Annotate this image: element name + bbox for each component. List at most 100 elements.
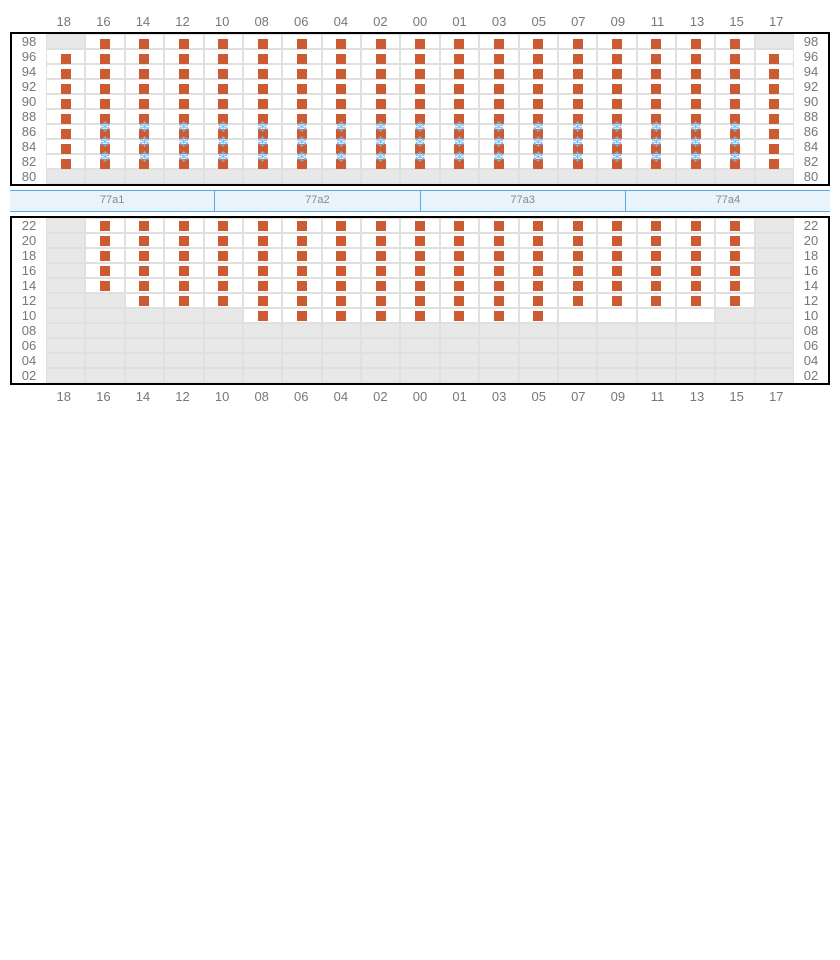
rack-cell[interactable]	[440, 323, 479, 338]
rack-cell[interactable]	[715, 338, 754, 353]
rack-cell[interactable]	[558, 248, 597, 263]
rack-cell[interactable]	[46, 94, 85, 109]
rack-cell[interactable]	[637, 323, 676, 338]
rack-cell[interactable]	[519, 94, 558, 109]
rack-cell[interactable]	[519, 248, 558, 263]
rack-cell[interactable]	[715, 263, 754, 278]
rack-cell[interactable]	[479, 293, 518, 308]
rack-cell[interactable]	[637, 79, 676, 94]
rack-cell[interactable]	[440, 233, 479, 248]
rack-cell[interactable]	[597, 353, 636, 368]
rack-cell[interactable]	[243, 233, 282, 248]
rack-cell[interactable]: ❄	[322, 154, 361, 169]
rack-cell[interactable]	[361, 218, 400, 233]
rack-cell[interactable]	[755, 154, 794, 169]
rack-cell[interactable]	[204, 308, 243, 323]
rack-cell[interactable]	[282, 49, 321, 64]
aisle-segment[interactable]: 77a2	[215, 191, 420, 211]
rack-cell[interactable]	[676, 308, 715, 323]
rack-cell[interactable]	[637, 233, 676, 248]
rack-cell[interactable]	[519, 353, 558, 368]
rack-cell[interactable]	[479, 353, 518, 368]
rack-cell[interactable]	[597, 323, 636, 338]
rack-cell[interactable]	[676, 323, 715, 338]
rack-cell[interactable]	[558, 233, 597, 248]
rack-cell[interactable]	[46, 278, 85, 293]
rack-cell[interactable]	[637, 218, 676, 233]
rack-cell[interactable]	[46, 323, 85, 338]
rack-cell[interactable]	[85, 308, 124, 323]
rack-cell[interactable]	[440, 263, 479, 278]
rack-cell[interactable]	[85, 263, 124, 278]
rack-cell[interactable]	[125, 233, 164, 248]
rack-cell[interactable]	[715, 64, 754, 79]
rack-cell[interactable]	[85, 368, 124, 383]
rack-cell[interactable]	[479, 323, 518, 338]
rack-cell[interactable]	[440, 293, 479, 308]
rack-cell[interactable]	[46, 64, 85, 79]
rack-cell[interactable]	[637, 169, 676, 184]
rack-cell[interactable]	[361, 169, 400, 184]
rack-cell[interactable]	[361, 293, 400, 308]
rack-cell[interactable]	[85, 169, 124, 184]
rack-cell[interactable]	[558, 169, 597, 184]
rack-cell[interactable]	[46, 79, 85, 94]
rack-cell[interactable]	[85, 49, 124, 64]
rack-cell[interactable]	[597, 308, 636, 323]
rack-cell[interactable]	[361, 263, 400, 278]
rack-cell[interactable]	[164, 94, 203, 109]
rack-cell[interactable]	[361, 233, 400, 248]
rack-cell[interactable]	[519, 218, 558, 233]
rack-cell[interactable]	[204, 368, 243, 383]
rack-cell[interactable]	[519, 293, 558, 308]
rack-cell[interactable]: ❄	[204, 154, 243, 169]
rack-cell[interactable]	[125, 308, 164, 323]
rack-cell[interactable]	[479, 49, 518, 64]
rack-cell[interactable]	[125, 169, 164, 184]
rack-cell[interactable]	[204, 338, 243, 353]
rack-cell[interactable]	[400, 248, 439, 263]
rack-cell[interactable]	[637, 49, 676, 64]
rack-cell[interactable]	[282, 64, 321, 79]
rack-cell[interactable]	[282, 94, 321, 109]
aisle-segment[interactable]: 77a4	[626, 191, 830, 211]
rack-cell[interactable]	[755, 323, 794, 338]
rack-cell[interactable]	[322, 368, 361, 383]
rack-cell[interactable]	[519, 64, 558, 79]
rack-cell[interactable]	[204, 278, 243, 293]
rack-cell[interactable]	[164, 49, 203, 64]
rack-cell[interactable]	[46, 308, 85, 323]
rack-cell[interactable]	[597, 293, 636, 308]
rack-cell[interactable]	[361, 49, 400, 64]
rack-cell[interactable]	[85, 338, 124, 353]
rack-cell[interactable]	[597, 79, 636, 94]
rack-cell[interactable]	[322, 248, 361, 263]
rack-cell[interactable]	[85, 278, 124, 293]
rack-cell[interactable]	[755, 49, 794, 64]
rack-cell[interactable]	[322, 94, 361, 109]
rack-cell[interactable]	[755, 79, 794, 94]
rack-cell[interactable]: ❄	[85, 154, 124, 169]
rack-cell[interactable]	[322, 353, 361, 368]
rack-cell[interactable]	[597, 263, 636, 278]
rack-cell[interactable]	[519, 49, 558, 64]
rack-cell[interactable]: ❄	[676, 154, 715, 169]
rack-cell[interactable]	[282, 248, 321, 263]
rack-cell[interactable]	[715, 368, 754, 383]
rack-cell[interactable]	[519, 338, 558, 353]
rack-cell[interactable]	[322, 64, 361, 79]
rack-cell[interactable]	[46, 169, 85, 184]
rack-cell[interactable]	[676, 49, 715, 64]
rack-cell[interactable]	[243, 218, 282, 233]
rack-cell[interactable]	[282, 218, 321, 233]
rack-cell[interactable]	[597, 169, 636, 184]
rack-cell[interactable]	[125, 248, 164, 263]
rack-cell[interactable]	[164, 368, 203, 383]
rack-cell[interactable]	[125, 79, 164, 94]
rack-cell[interactable]: ❄	[125, 154, 164, 169]
rack-cell[interactable]	[597, 94, 636, 109]
rack-cell[interactable]	[637, 368, 676, 383]
rack-cell[interactable]	[400, 218, 439, 233]
rack-cell[interactable]	[125, 64, 164, 79]
rack-cell[interactable]	[519, 308, 558, 323]
